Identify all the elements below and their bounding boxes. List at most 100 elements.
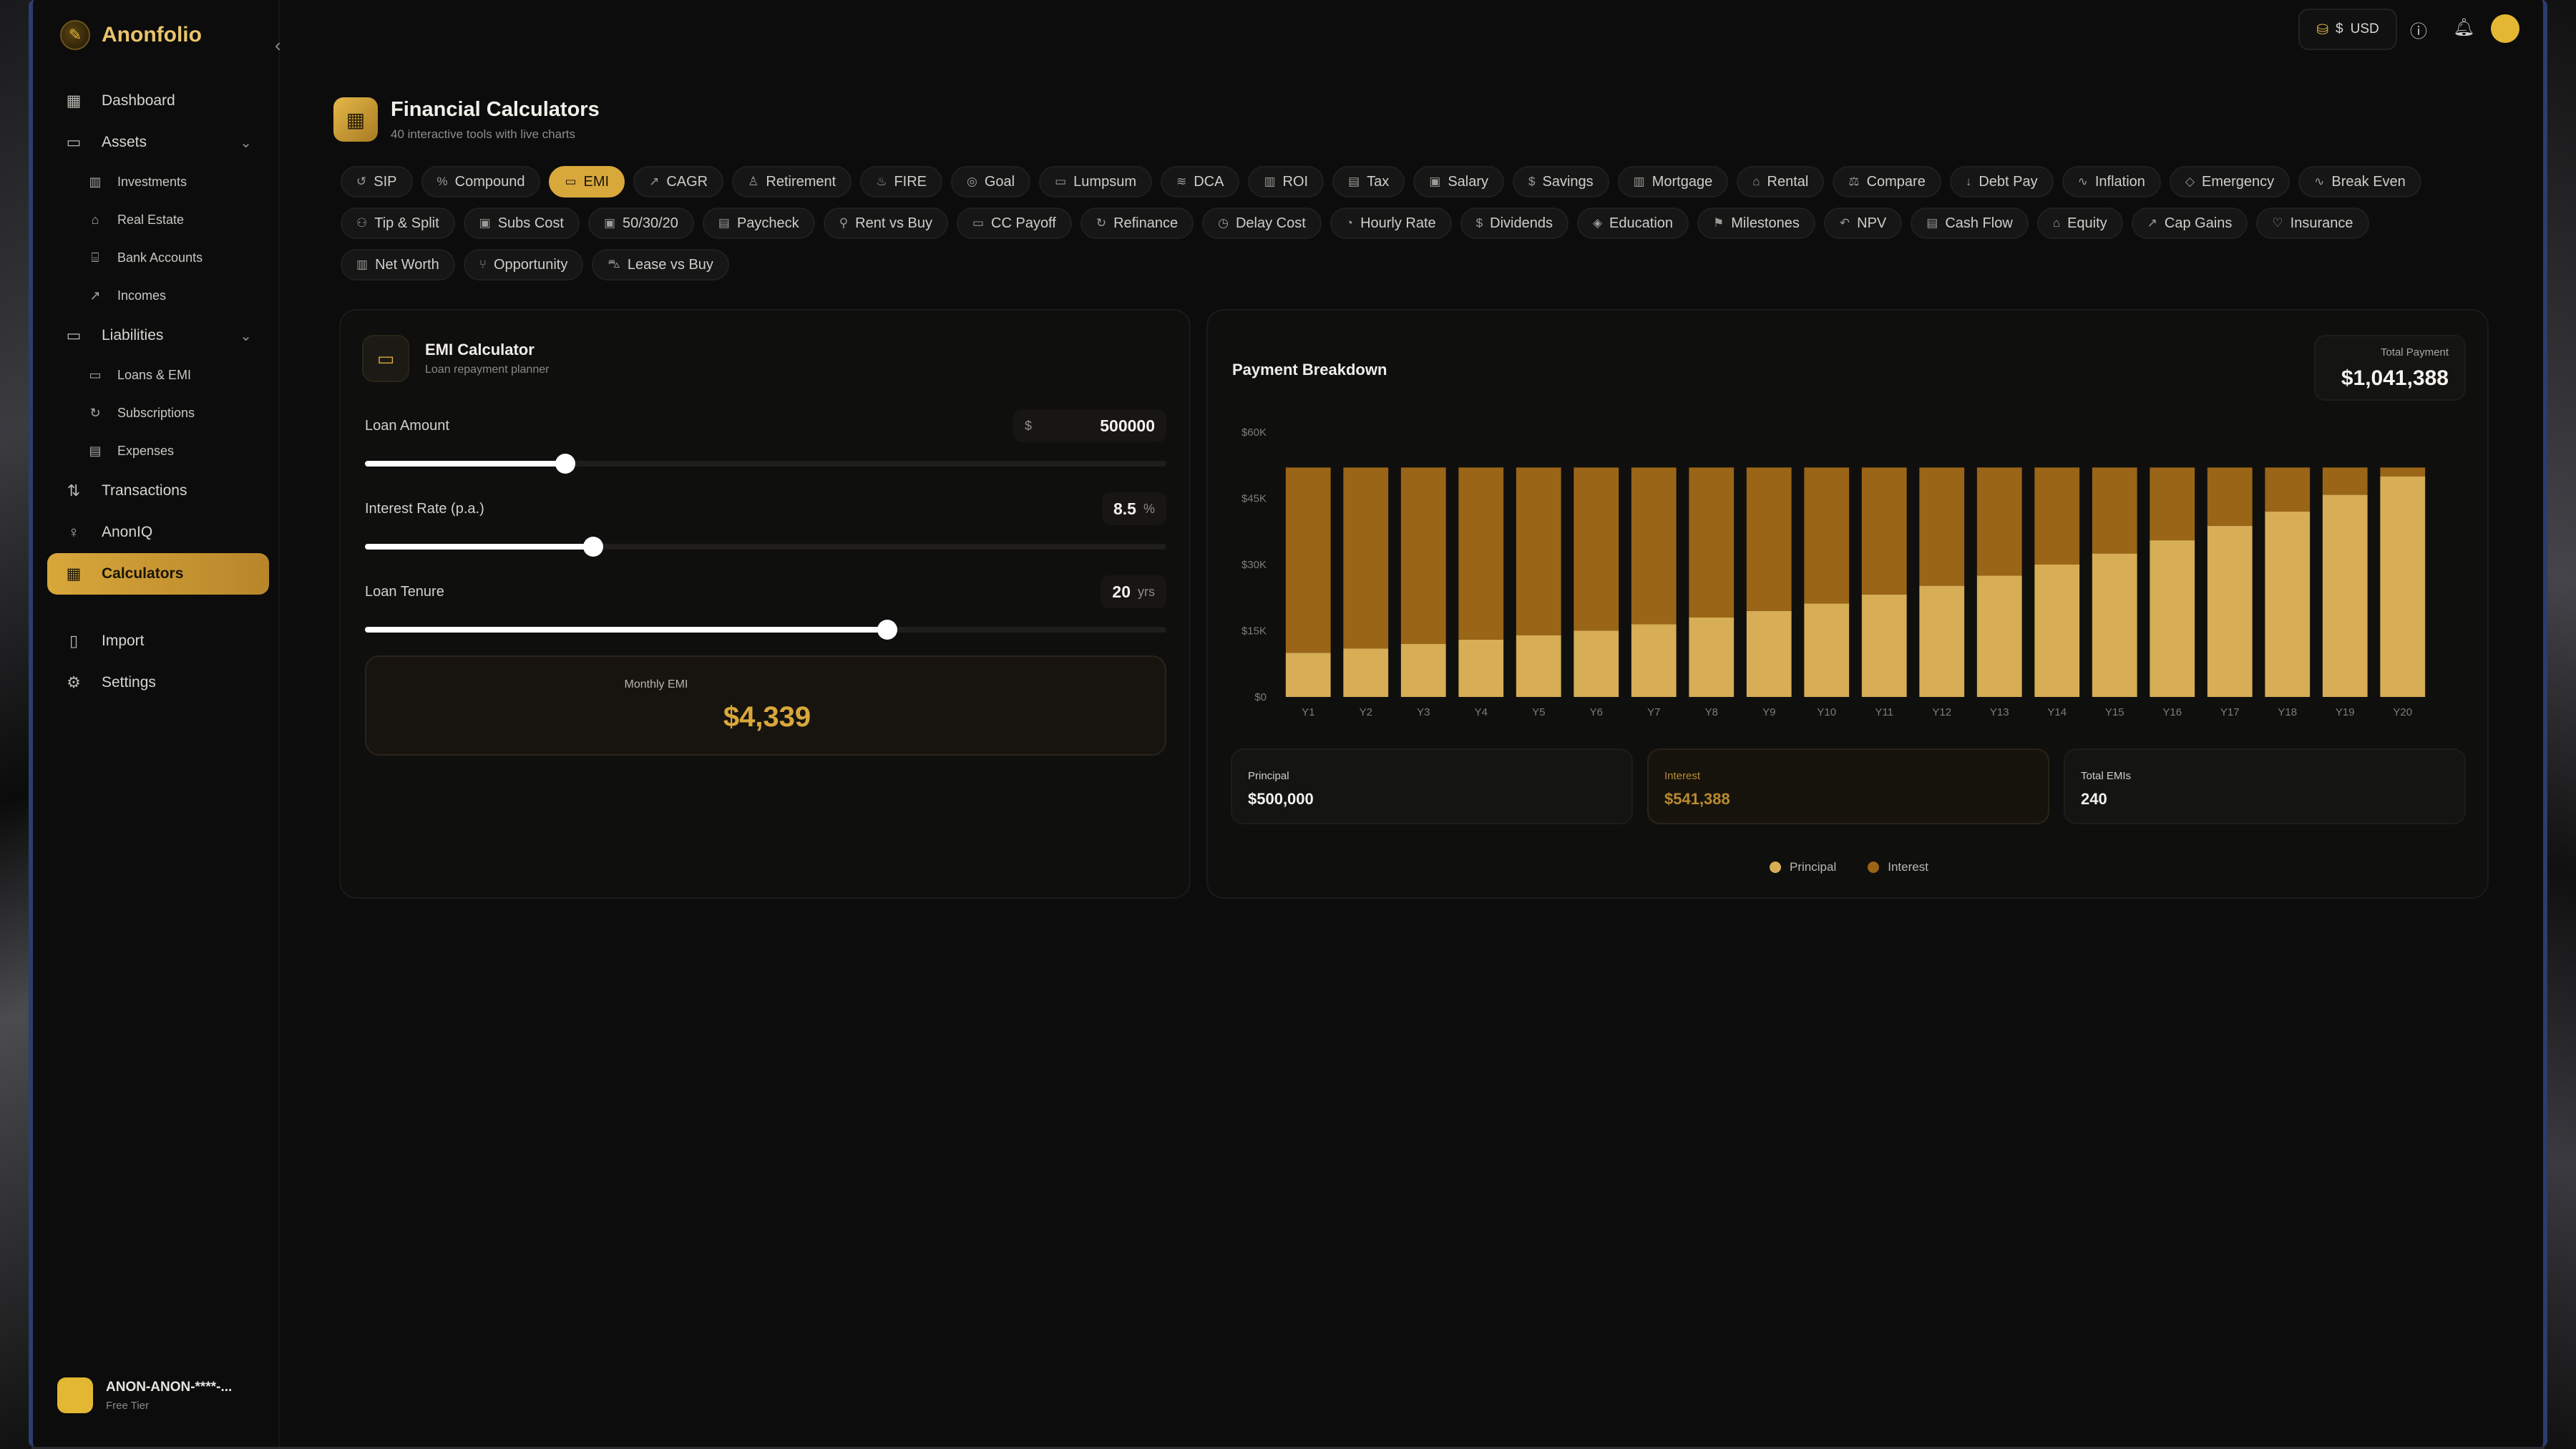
legend-item-interest[interactable]: Interest — [1868, 860, 1928, 874]
sidebar-item-label: Liabilities — [102, 327, 164, 343]
tab-break-even[interactable]: ∿ Break Even — [2298, 166, 2421, 197]
bar-principal — [1285, 653, 1331, 697]
tab-equity[interactable]: ⌂ Equity — [2036, 208, 2123, 239]
tab-milestones[interactable]: ⚑ Milestones — [1697, 208, 1815, 239]
slider-handle[interactable] — [583, 537, 604, 557]
sidebar-item-dashboard[interactable]: ▦ Dashboard — [47, 80, 269, 122]
tab-subs-cost[interactable]: ▣ Subs Cost — [463, 208, 580, 239]
loan-tenure-input[interactable]: 20 yrs — [1101, 575, 1166, 608]
tab-icon: ◷ — [1218, 216, 1229, 230]
sidebar-item-incomes[interactable]: ↗ Incomes — [47, 277, 269, 315]
tab-label: Lease vs Buy — [627, 256, 713, 273]
brand[interactable]: ✎ Anonfolio — [60, 20, 202, 50]
tab-emergency[interactable]: ◇ Emergency — [2169, 166, 2290, 197]
sidebar-item-transactions[interactable]: ⇅ Transactions — [47, 470, 269, 512]
tab-dividends[interactable]: $ Dividends — [1460, 208, 1568, 239]
collapse-sidebar-icon[interactable]: ‹ — [275, 34, 281, 56]
tab-retirement[interactable]: ♙ Retirement — [732, 166, 852, 197]
tab-rent-vs-buy[interactable]: ⚲ Rent vs Buy — [823, 208, 948, 239]
tab-roi[interactable]: ▥ ROI — [1248, 166, 1324, 197]
tab-cagr[interactable]: ↗ CAGR — [633, 166, 724, 197]
tab-debt-pay[interactable]: ↓ Debt Pay — [1949, 166, 2054, 197]
tab-fire[interactable]: ♨ FIRE — [860, 166, 943, 197]
tab-label: Retirement — [766, 173, 836, 190]
bar-principal — [1516, 635, 1561, 697]
tab-dca[interactable]: ≋ DCA — [1160, 166, 1240, 197]
sidebar-item-liabilities[interactable]: ▭ Liabilities ⌄ — [47, 315, 269, 356]
tab-opportunity[interactable]: ⑂ Opportunity — [463, 249, 584, 280]
tab-goal[interactable]: ◎ Goal — [951, 166, 1031, 197]
sidebar-item-subscriptions[interactable]: ↻ Subscriptions — [47, 394, 269, 432]
sidebar-item-bank-accounts[interactable]: ⌸ Bank Accounts — [47, 239, 269, 277]
sidebar-item-assets[interactable]: ▭ Assets ⌄ — [47, 122, 269, 163]
x-tick-label: Y10 — [1817, 706, 1836, 718]
sidebar-item-import[interactable]: ▯ Import — [47, 620, 269, 662]
legend-label: Principal — [1790, 860, 1837, 874]
tab-tax[interactable]: ▤ Tax — [1332, 166, 1405, 197]
bell-icon[interactable]: 🔔︎ — [2453, 18, 2475, 37]
slider-handle[interactable] — [555, 454, 575, 474]
help-icon[interactable]: ⓘ — [2410, 22, 2427, 42]
sidebar-item-expenses[interactable]: ▤ Expenses — [47, 432, 269, 470]
currency-selector[interactable]: ⛁ $ USD — [2298, 9, 2397, 50]
slider-handle[interactable] — [877, 620, 898, 640]
tab-cap-gains[interactable]: ↗ Cap Gains — [2131, 208, 2248, 239]
sidebar-item-loans-emi[interactable]: ▭ Loans & EMI — [47, 356, 269, 394]
bar-interest — [1976, 467, 2022, 576]
tab-mortgage[interactable]: ▥ Mortgage — [1617, 166, 1729, 197]
interest-rate-input[interactable]: 8.5 % — [1102, 492, 1166, 525]
tab-icon: ↗ — [649, 175, 660, 188]
calculator-icon: ▦ — [66, 565, 82, 582]
tab-paycheck[interactable]: ▤ Paycheck — [702, 208, 815, 239]
tab-icon: % — [436, 175, 448, 188]
legend-swatch — [1770, 862, 1782, 873]
tab-compare[interactable]: ⚖ Compare — [1833, 166, 1941, 197]
tab-emi[interactable]: ▭ EMI — [549, 166, 625, 197]
tab-npv[interactable]: ↶ NPV — [1823, 208, 1903, 239]
tab-label: CAGR — [666, 173, 708, 190]
legend-item-principal[interactable]: Principal — [1770, 860, 1836, 874]
bar-principal — [1746, 610, 1792, 697]
tab-education[interactable]: ◈ Education — [1576, 208, 1689, 239]
tab-lumpsum[interactable]: ▭ Lumpsum — [1039, 166, 1152, 197]
x-tick-label: Y11 — [1875, 706, 1893, 718]
tab-cash-flow[interactable]: ▤ Cash Flow — [1911, 208, 2029, 239]
nav-spacer — [47, 595, 269, 620]
loan-amount-label: Loan Amount — [365, 418, 449, 434]
tab-insurance[interactable]: ♡ Insurance — [2256, 208, 2369, 239]
bar-interest — [1861, 467, 1907, 595]
tab-sip[interactable]: ↺ SIP — [341, 166, 413, 197]
sidebar-item-calculators[interactable]: ▦ Calculators — [47, 553, 269, 595]
tab-net-worth[interactable]: ▥ Net Worth — [341, 249, 455, 280]
tab-tip-split[interactable]: ⚇ Tip & Split — [341, 208, 455, 239]
interest-stat-label: Interest — [1664, 770, 1701, 782]
tab-hourly-rate[interactable]: ◔ Hourly Rate — [1330, 208, 1452, 239]
interest-rate-slider[interactable] — [365, 537, 1166, 557]
tab-label: Paycheck — [736, 215, 799, 231]
loan-amount-slider[interactable] — [365, 454, 1166, 474]
tab-refinance[interactable]: ↻ Refinance — [1080, 208, 1194, 239]
avatar[interactable] — [2491, 14, 2519, 43]
sidebar-item-anoniq[interactable]: ♀ AnonIQ — [47, 512, 269, 553]
bar-principal — [2092, 553, 2137, 697]
briefcase-icon: ▭ — [66, 133, 82, 151]
tab-savings[interactable]: $ Savings — [1513, 166, 1609, 197]
loan-tenure-slider[interactable] — [365, 620, 1166, 640]
tab-salary[interactable]: ▣ Salary — [1413, 166, 1505, 197]
tab-cc-payoff[interactable]: ▭ CC Payoff — [956, 208, 1072, 239]
sidebar-item-real-estate[interactable]: ⌂ Real Estate — [47, 201, 269, 239]
tab-compound[interactable]: % Compound — [421, 166, 541, 197]
user-profile[interactable]: ANON-ANON-****-... Free Tier — [57, 1377, 232, 1413]
total-payment-label: Total Payment — [2380, 346, 2449, 358]
loan-amount-input[interactable]: $ 500000 — [1013, 409, 1166, 442]
tab-lease-vs-buy[interactable]: ⛍ Lease vs Buy — [592, 249, 729, 280]
tab-50-30-20[interactable]: ▣ 50/30/20 — [587, 208, 694, 239]
tab-delay-cost[interactable]: ◷ Delay Cost — [1202, 208, 1322, 239]
tab-inflation[interactable]: ∿ Inflation — [2062, 166, 2161, 197]
chart-title: Payment Breakdown — [1232, 361, 1387, 379]
x-tick-label: Y8 — [1705, 706, 1718, 718]
sidebar-item-settings[interactable]: ⚙ Settings — [47, 662, 269, 703]
sidebar-item-investments[interactable]: ▥ Investments — [47, 163, 269, 201]
tab-rental[interactable]: ⌂ Rental — [1737, 166, 1825, 197]
bar-principal — [1343, 648, 1389, 697]
